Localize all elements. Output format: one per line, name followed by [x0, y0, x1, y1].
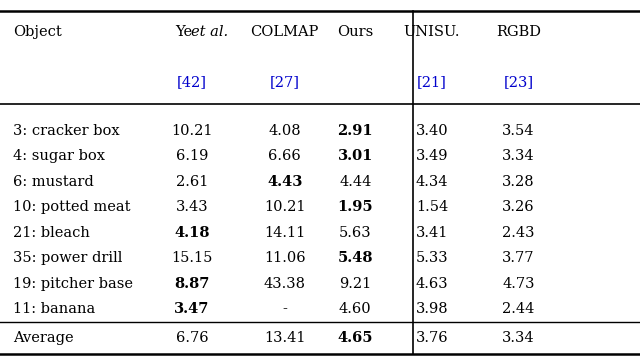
- Text: 2.91: 2.91: [337, 124, 373, 138]
- Text: [27]: [27]: [270, 75, 300, 90]
- Text: 2.61: 2.61: [176, 175, 208, 189]
- Text: [21]: [21]: [417, 75, 447, 90]
- Text: 3.34: 3.34: [502, 331, 534, 345]
- Text: 4.63: 4.63: [416, 277, 448, 291]
- Text: 4.65: 4.65: [337, 331, 373, 345]
- Text: 11.06: 11.06: [264, 251, 306, 265]
- Text: 19: pitcher base: 19: pitcher base: [13, 277, 133, 291]
- Text: Object: Object: [13, 25, 61, 39]
- Text: 6.19: 6.19: [176, 149, 208, 163]
- Text: 5.33: 5.33: [416, 251, 448, 265]
- Text: 3.28: 3.28: [502, 175, 534, 189]
- Text: COLMAP: COLMAP: [251, 25, 319, 39]
- Text: UNISU.: UNISU.: [404, 25, 460, 39]
- Text: 4.34: 4.34: [416, 175, 448, 189]
- Text: 5.48: 5.48: [337, 251, 373, 265]
- Text: 3.98: 3.98: [416, 303, 448, 316]
- Text: 14.11: 14.11: [264, 226, 305, 240]
- Text: 4.08: 4.08: [269, 124, 301, 138]
- Text: 3.34: 3.34: [502, 149, 534, 163]
- Text: 4.60: 4.60: [339, 303, 371, 316]
- Text: 6: mustard: 6: mustard: [13, 175, 93, 189]
- Text: Ours: Ours: [337, 25, 373, 39]
- Text: 10: potted meat: 10: potted meat: [13, 200, 131, 214]
- Text: 8.87: 8.87: [174, 277, 210, 291]
- Text: 3: cracker box: 3: cracker box: [13, 124, 120, 138]
- Text: 1.54: 1.54: [416, 200, 448, 214]
- Text: 35: power drill: 35: power drill: [13, 251, 122, 265]
- Text: 4.44: 4.44: [339, 175, 371, 189]
- Text: 3.47: 3.47: [174, 303, 210, 316]
- Text: 4.43: 4.43: [267, 175, 303, 189]
- Text: et al.: et al.: [191, 25, 228, 39]
- Text: 10.21: 10.21: [264, 200, 305, 214]
- Text: 10.21: 10.21: [172, 124, 212, 138]
- Text: -: -: [282, 303, 287, 316]
- Text: 4.73: 4.73: [502, 277, 534, 291]
- Text: 3.77: 3.77: [502, 251, 534, 265]
- Text: 4.18: 4.18: [174, 226, 210, 240]
- Text: 3.49: 3.49: [416, 149, 448, 163]
- Text: 3.76: 3.76: [416, 331, 448, 345]
- Text: 3.40: 3.40: [416, 124, 448, 138]
- Text: 4: sugar box: 4: sugar box: [13, 149, 105, 163]
- Text: [42]: [42]: [177, 75, 207, 90]
- Text: 5.63: 5.63: [339, 226, 371, 240]
- Text: 6.76: 6.76: [176, 331, 208, 345]
- Text: Average: Average: [13, 331, 74, 345]
- Text: [23]: [23]: [503, 75, 534, 90]
- Text: Ye: Ye: [175, 25, 196, 39]
- Text: 1.95: 1.95: [337, 200, 373, 214]
- Text: 2.44: 2.44: [502, 303, 534, 316]
- Text: 11: banana: 11: banana: [13, 303, 95, 316]
- Text: 3.01: 3.01: [337, 149, 373, 163]
- Text: 43.38: 43.38: [264, 277, 306, 291]
- Text: 3.54: 3.54: [502, 124, 534, 138]
- Text: RGBD: RGBD: [496, 25, 541, 39]
- Text: 13.41: 13.41: [264, 331, 305, 345]
- Text: 21: bleach: 21: bleach: [13, 226, 90, 240]
- Text: 3.26: 3.26: [502, 200, 534, 214]
- Text: 2.43: 2.43: [502, 226, 534, 240]
- Text: 3.43: 3.43: [176, 200, 208, 214]
- Text: 3.41: 3.41: [416, 226, 448, 240]
- Text: 9.21: 9.21: [339, 277, 371, 291]
- Text: 6.66: 6.66: [268, 149, 301, 163]
- Text: 15.15: 15.15: [172, 251, 212, 265]
